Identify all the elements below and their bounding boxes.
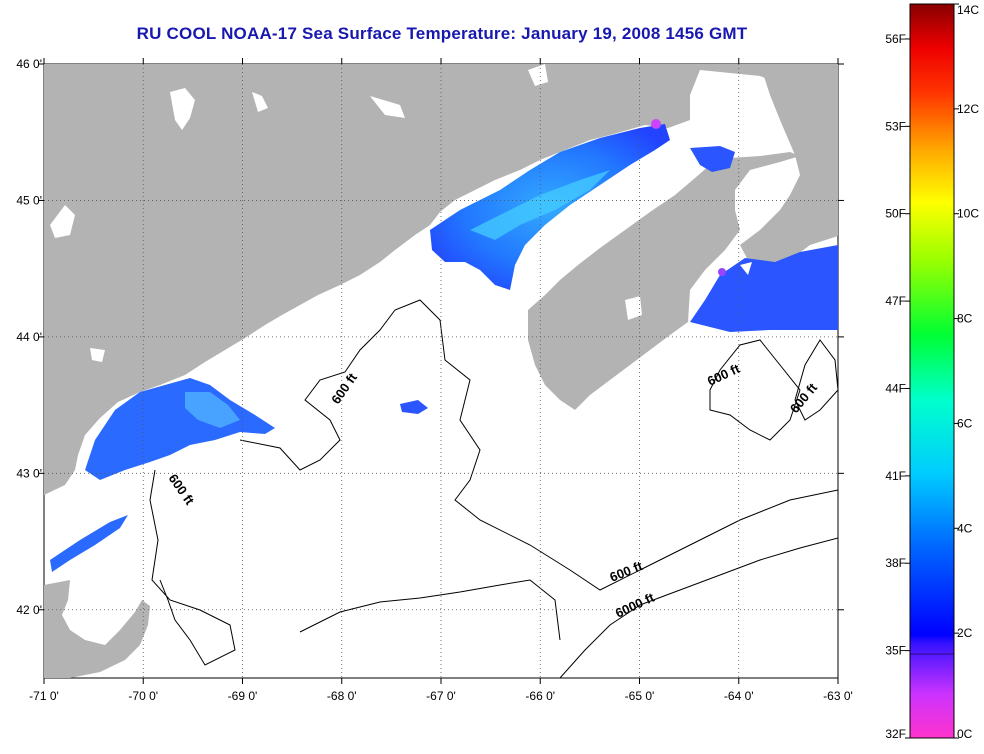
contour-6000ft <box>559 537 838 678</box>
colorbar-fahrenheit-label: 44F <box>885 381 906 395</box>
colorbar-fahrenheit-label: 50F <box>885 207 906 221</box>
lake-4 <box>528 64 548 86</box>
colorbar-fahrenheit-label: 41F <box>885 469 906 483</box>
colorbar-celsius-label: 14C <box>957 3 979 17</box>
colorbar-fahrenheit-label: 56F <box>885 32 906 46</box>
colorbar-fahrenheit-label: 35F <box>885 644 906 658</box>
colorbar-celsius-label: 10C <box>957 207 979 221</box>
colorbar-celsius-label: 12C <box>957 102 979 116</box>
sst-mass-bay <box>50 515 128 572</box>
colorbar-fahrenheit-label: 32F <box>885 727 906 741</box>
colorbar-celsius-label: 2C <box>957 626 973 640</box>
chart-title: RU COOL NOAA-17 Sea Surface Temperature:… <box>136 24 748 43</box>
lake-2 <box>252 92 268 112</box>
lon-tick-label: -66 0' <box>525 689 555 703</box>
contour-600ft-central <box>239 299 838 591</box>
lon-tick-label: -64 0' <box>724 689 754 703</box>
lon-tick-label: -68 0' <box>327 689 357 703</box>
sst-cold-spot-1 <box>651 119 661 129</box>
colorbar-fahrenheit-label: 38F <box>885 556 906 570</box>
lat-tick-label: 42 0' <box>16 603 42 617</box>
contour-600ft-east <box>709 339 801 441</box>
contour-600ft-far-east <box>794 339 838 421</box>
sst-patch <box>400 400 428 414</box>
colorbar-celsius-label: 8C <box>957 312 973 326</box>
sst-fundy-highlight <box>470 170 610 240</box>
lon-tick-label: -70 0' <box>128 689 158 703</box>
lake-6 <box>90 348 105 362</box>
colorbar: 14C 12C 10C 8C 6C 4C 2C 0C 56F 53F 50F 47F 44F 41F 38F… <box>885 3 979 741</box>
colorbar-fahrenheit-label: 47F <box>885 294 906 308</box>
lake-7 <box>625 296 642 320</box>
colorbar-gradient <box>909 3 955 739</box>
sst-west-gulf-highlight <box>185 392 240 428</box>
lake-1 <box>170 88 195 130</box>
lon-tick-label: -71 0' <box>29 689 59 703</box>
contour-shelf-south <box>299 579 561 641</box>
land-massachusetts <box>44 580 150 678</box>
sst-cold-spot-2 <box>718 268 726 276</box>
lon-tick-label: -65 0' <box>625 689 655 703</box>
lon-tick-label: -63 0' <box>823 689 853 703</box>
lat-tick-label: 44 0' <box>16 330 42 344</box>
sst-cape-breton-east <box>690 245 838 332</box>
contour-600ft-west <box>149 469 236 666</box>
colorbar-celsius-label: 6C <box>957 416 973 430</box>
lon-tick-label: -69 0' <box>228 689 258 703</box>
lat-tick-label: 46 0' <box>16 57 42 71</box>
land-nova-scotia <box>528 152 800 410</box>
colorbar-fahrenheit-label: 53F <box>885 119 906 133</box>
lat-tick-label: 43 0' <box>16 466 42 480</box>
land-maine-newbrunswick <box>44 64 838 495</box>
sst-west-gulf <box>85 378 275 480</box>
colorbar-celsius-label: 4C <box>957 521 973 535</box>
sst-minas-basin <box>690 146 735 172</box>
lon-tick-label: -67 0' <box>426 689 456 703</box>
lat-tick-label: 45 0' <box>16 193 42 207</box>
lake-5 <box>370 96 405 118</box>
lake-3 <box>50 205 75 238</box>
land-cape-breton <box>740 64 838 270</box>
lake-8 <box>740 262 752 275</box>
colorbar-celsius-label: 0C <box>957 727 973 741</box>
